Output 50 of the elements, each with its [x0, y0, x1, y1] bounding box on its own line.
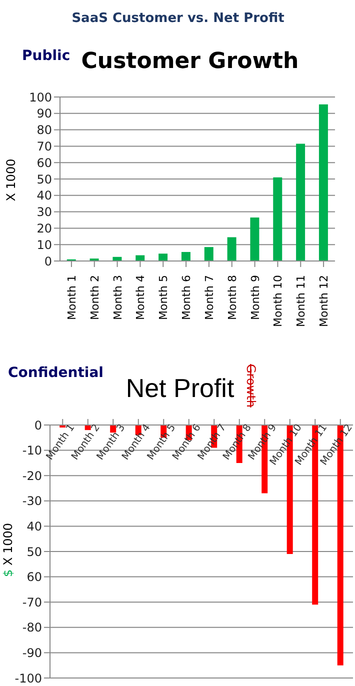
- x-tick-label: Month 5: [157, 275, 170, 320]
- x-tick-label: Month 12: [318, 275, 331, 327]
- y-tick-label: 100: [29, 90, 52, 104]
- y-tick-label: -30: [22, 494, 42, 508]
- y-axis-title: $ X 1000: [1, 522, 15, 578]
- y-tick-label: 60: [36, 156, 52, 170]
- text: Confidential: [8, 365, 104, 381]
- y-tick-label: -80: [22, 620, 42, 635]
- x-tick-label: Month 3: [111, 275, 124, 320]
- bar: [158, 254, 168, 261]
- y-tick-label: 0: [34, 418, 42, 432]
- x-tick-label: Month 9: [248, 275, 262, 320]
- x-tick-label: Month 4: [134, 275, 148, 320]
- chart-title: Net Profit: [126, 373, 235, 403]
- y-tick-label: 50: [26, 544, 42, 559]
- chart-title: Customer Growth: [81, 49, 299, 74]
- bar: [181, 252, 190, 261]
- y-tick-label: 90: [36, 106, 52, 121]
- bar: [204, 247, 214, 261]
- x-tick-label: Month 8: [226, 275, 239, 320]
- y-tick-label: 20: [36, 221, 52, 236]
- x-tick-label: Month 11: [294, 275, 308, 327]
- y-tick-label: -90: [22, 646, 42, 660]
- y-tick-label: 40: [36, 188, 52, 203]
- bar: [296, 144, 306, 261]
- bar: [227, 237, 236, 261]
- y-tick-label: 80: [36, 123, 52, 138]
- y-tick-label: -70: [22, 595, 42, 610]
- y-tick-label: 30: [36, 205, 52, 220]
- x-tick-label: Month 6: [180, 275, 194, 320]
- bar: [318, 104, 328, 261]
- x-tick-label: Month 7: [202, 275, 216, 320]
- x-tick-label: Month 10: [272, 275, 285, 327]
- bar: [250, 218, 260, 261]
- text: Public: [22, 48, 70, 64]
- x-tick-label: Month 2: [88, 275, 102, 320]
- y-tick-label: 60: [26, 570, 42, 584]
- y-tick-label: -20: [22, 468, 42, 483]
- text: Growth: [244, 364, 258, 408]
- y-axis-title: X 1000: [4, 158, 18, 202]
- text: SaaS Customer vs. Net Profit: [72, 11, 284, 26]
- y-tick-label: 40: [26, 519, 42, 534]
- y-tick-label: 70: [36, 139, 52, 154]
- y-tick-label: 10: [36, 238, 52, 252]
- y-tick-label: -10: [22, 444, 42, 458]
- x-tick-label: Month 1: [65, 275, 78, 320]
- y-tick-label: 0: [44, 254, 52, 268]
- y-tick-label: 50: [36, 172, 52, 186]
- y-tick-label: -100: [14, 671, 42, 686]
- bar: [273, 177, 282, 261]
